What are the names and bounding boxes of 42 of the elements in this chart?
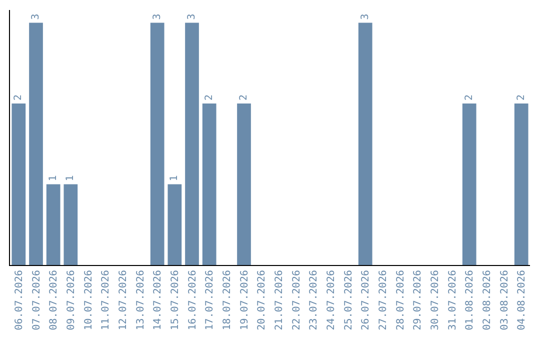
- x-tick-label: 07.07.2026: [31, 270, 42, 330]
- data-label: 3: [360, 14, 371, 20]
- data-label: 2: [204, 94, 215, 100]
- x-tick-label: 11.07.2026: [100, 270, 112, 330]
- x-tick-label: 31.07.2026: [447, 270, 458, 330]
- x-tick-label: 13.07.2026: [135, 270, 146, 330]
- x-tick-label: 29.07.2026: [412, 270, 424, 330]
- data-label: 3: [30, 14, 42, 20]
- data-label: 2: [516, 94, 527, 100]
- x-tick-label: 01.08.2026: [464, 270, 476, 330]
- x-tick-label: 04.08.2026: [516, 270, 528, 330]
- x-tick-label: 16.07.2026: [187, 270, 198, 330]
- data-label: 2: [238, 94, 250, 100]
- x-tick-label: 22.07.2026: [291, 270, 302, 330]
- data-label: 1: [65, 175, 76, 182]
- x-tick-label: 30.07.2026: [430, 270, 441, 330]
- x-tick-label: 06.07.2026: [14, 270, 25, 330]
- data-label: 3: [186, 14, 198, 20]
- x-tick-label: 27.07.2026: [378, 270, 389, 330]
- x-tick-label: 17.07.2026: [204, 270, 216, 330]
- data-label: 2: [13, 94, 24, 100]
- x-tick-label: 23.07.2026: [308, 270, 320, 330]
- data-label: 2: [464, 94, 475, 100]
- x-tick-label: 14.07.2026: [152, 270, 164, 330]
- x-tick-label: 12.07.2026: [118, 270, 129, 330]
- x-tick-label: 25.07.2026: [343, 270, 354, 330]
- x-tick-label: 15.07.2026: [170, 270, 181, 330]
- x-tick-label: 21.07.2026: [274, 270, 285, 330]
- x-tick-label: 09.07.2026: [66, 270, 77, 330]
- x-tick-label: 19.07.2026: [239, 270, 250, 330]
- x-tick-label: 08.07.2026: [48, 270, 60, 330]
- x-tick-label: 20.07.2026: [256, 270, 268, 330]
- data-label: 3: [152, 14, 163, 20]
- x-tick-label: 24.07.2026: [326, 270, 337, 330]
- x-tick-label: 10.07.2026: [83, 270, 94, 330]
- x-tick-label: 18.07.2026: [222, 270, 233, 330]
- data-label: 1: [48, 175, 59, 182]
- x-tick-label: 26.07.2026: [360, 270, 372, 330]
- data-label: 1: [169, 175, 180, 182]
- x-tick-label: 03.08.2026: [499, 270, 510, 330]
- x-tick-label: 28.07.2026: [395, 270, 406, 330]
- x-tick-label: 02.08.2026: [482, 270, 493, 330]
